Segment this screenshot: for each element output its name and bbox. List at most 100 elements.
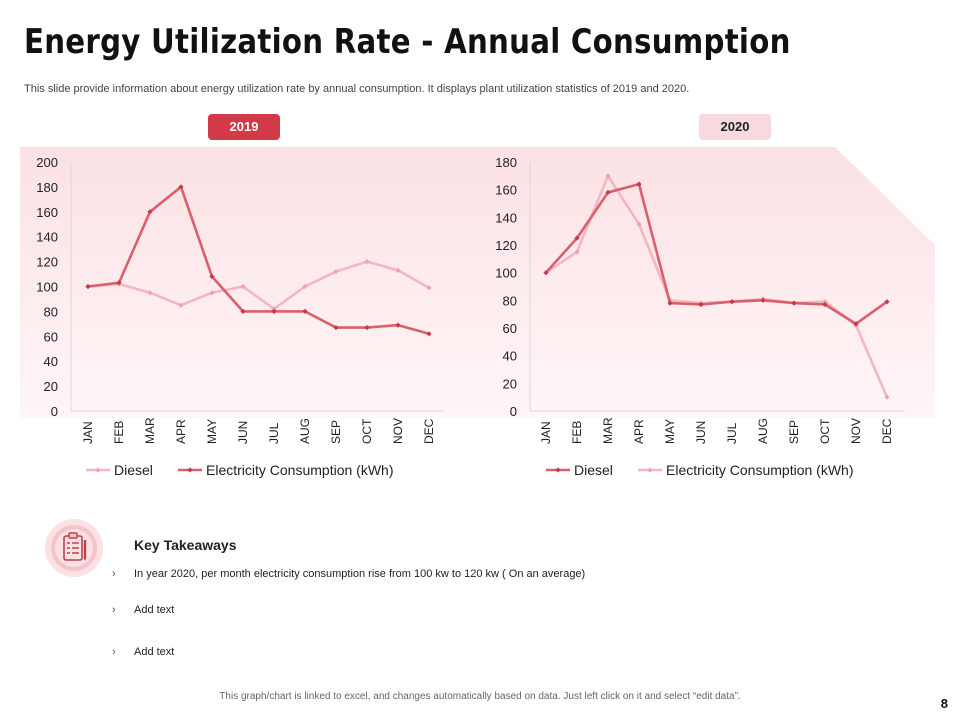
x-tick-label: DEC [422, 418, 436, 444]
data-point [302, 308, 308, 314]
series-line [87, 260, 430, 311]
data-point [605, 173, 611, 179]
data-point [302, 283, 308, 290]
data-point [240, 283, 246, 290]
x-tick-label: MAY [205, 419, 219, 444]
y-tick-label: 120 [495, 238, 517, 253]
x-tick-label: FEB [570, 421, 584, 444]
x-tick-label: AUG [756, 418, 770, 444]
data-point [426, 285, 432, 291]
data-point [333, 268, 339, 275]
takeaway-item: › In year 2020, per month electricity con… [112, 568, 585, 580]
data-point [822, 299, 828, 305]
data-point [85, 283, 91, 290]
legend-label: Electricity Consumption (kWh) [666, 462, 854, 478]
y-tick-label: 0 [51, 404, 58, 419]
data-point [240, 308, 246, 314]
data-point [760, 297, 766, 303]
legend-marker [647, 467, 653, 473]
data-point [605, 189, 611, 196]
data-point [147, 290, 153, 296]
data-point [884, 394, 890, 400]
y-tick-label: 60 [44, 329, 58, 344]
y-tick-label: 80 [503, 293, 517, 308]
data-point [667, 300, 673, 306]
y-tick-label: 80 [44, 304, 58, 319]
x-tick-label: SEP [787, 420, 801, 444]
y-tick-label: 160 [36, 205, 58, 220]
x-tick-label: JUN [236, 421, 250, 444]
y-tick-label: 140 [36, 230, 58, 245]
badge-2020: 2020 [699, 114, 771, 140]
x-tick-label: OCT [818, 418, 832, 444]
chevron-right-icon: › [112, 568, 116, 580]
data-point [333, 324, 339, 331]
takeaway-text: Add text [134, 604, 175, 616]
x-tick-label: SEP [329, 420, 343, 444]
takeaway-item: › Add text [112, 604, 174, 616]
y-tick-label: 20 [44, 379, 58, 394]
y-tick-label: 0 [510, 404, 517, 419]
x-tick-label: APR [174, 419, 188, 444]
data-point [271, 308, 277, 314]
y-tick-label: 180 [36, 180, 58, 195]
x-tick-label: OCT [360, 418, 374, 444]
x-tick-label: MAR [143, 417, 157, 444]
chevron-right-icon: › [112, 604, 116, 616]
x-tick-label: JUL [725, 422, 739, 444]
data-point [543, 270, 549, 276]
y-tick-label: 120 [36, 255, 58, 270]
y-tick-label: 200 [36, 155, 58, 170]
data-point [364, 324, 370, 331]
takeaway-text: In year 2020, per month electricity cons… [134, 568, 586, 580]
x-tick-label: NOV [391, 418, 405, 444]
page-subtitle: This slide provide information about ene… [24, 83, 690, 95]
data-point [574, 235, 580, 241]
data-point [822, 301, 828, 308]
x-tick-label: DEC [880, 418, 894, 444]
legend-marker [555, 467, 561, 473]
data-point [791, 300, 797, 306]
badge-2019: 2019 [208, 114, 280, 140]
x-tick-label: NOV [849, 418, 863, 444]
data-point [636, 221, 642, 227]
legend-marker [95, 467, 101, 473]
series-line [87, 185, 430, 336]
page-title: Energy Utilization Rate - Annual Consump… [24, 22, 791, 62]
data-point [178, 302, 184, 308]
x-tick-label: MAR [601, 417, 615, 444]
data-point [395, 267, 401, 273]
footer-note: This graph/chart is linked to excel, and… [219, 691, 741, 702]
x-tick-label: JAN [539, 421, 553, 444]
data-point [395, 322, 401, 328]
x-tick-label: FEB [112, 421, 126, 444]
y-tick-label: 40 [503, 349, 517, 364]
clipboard-icon [45, 519, 103, 577]
data-point [574, 249, 580, 255]
data-point [636, 181, 642, 187]
data-point [147, 209, 153, 215]
data-point [178, 184, 184, 190]
takeaway-item: › Add text [112, 646, 174, 658]
y-tick-label: 140 [495, 210, 517, 225]
data-point [853, 321, 859, 327]
y-tick-label: 60 [503, 321, 517, 336]
data-point [364, 259, 370, 265]
y-tick-label: 160 [495, 183, 517, 198]
y-tick-label: 100 [36, 280, 58, 295]
x-tick-label: JUN [694, 421, 708, 444]
takeaway-text: Add text [134, 646, 175, 658]
series-line [545, 182, 888, 326]
page-number: 8 [940, 696, 948, 711]
data-point [884, 299, 890, 305]
data-point [729, 299, 735, 305]
x-tick-label: AUG [298, 418, 312, 444]
data-point [698, 301, 704, 308]
x-tick-label: JAN [81, 421, 95, 444]
data-point [209, 290, 215, 296]
chevron-right-icon: › [112, 646, 116, 658]
key-takeaways-title: Key Takeaways [134, 537, 237, 553]
data-point [426, 331, 432, 337]
data-point [116, 280, 122, 286]
